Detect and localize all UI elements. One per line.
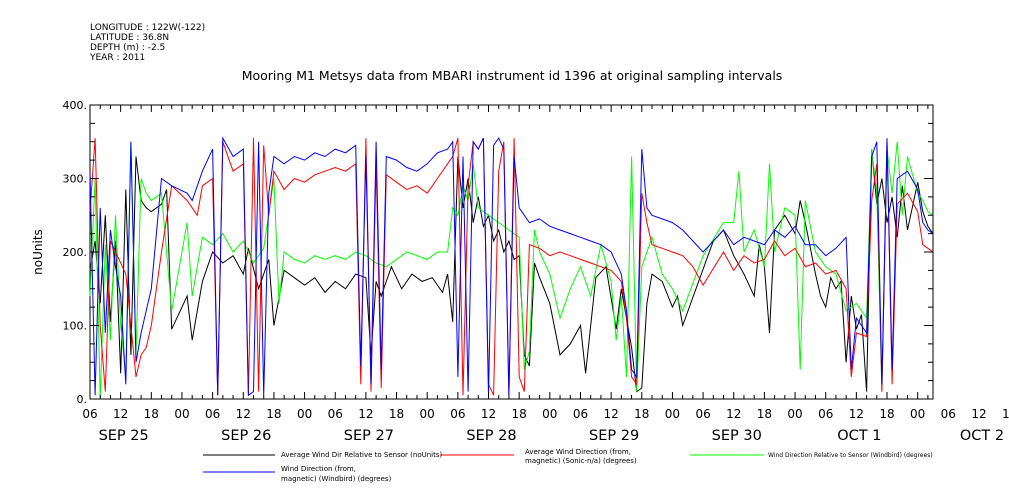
x-tick-label: 18 bbox=[266, 407, 281, 421]
x-tick-label: 06 bbox=[82, 407, 97, 421]
y-tick-label: 400. bbox=[63, 99, 88, 112]
y-tick-label: 300. bbox=[63, 173, 88, 186]
meta-year: YEAR : 2011 bbox=[89, 53, 145, 63]
y-tick-label: 0. bbox=[77, 393, 88, 406]
series-line-3 bbox=[89, 136, 934, 397]
x-tick-label: 12 bbox=[726, 407, 741, 421]
meta-depth: DEPTH (m) : -2.5 bbox=[90, 43, 165, 53]
x-tick-label: 12 bbox=[971, 407, 986, 421]
x-tick-label: 12 bbox=[358, 407, 373, 421]
x-day-label: SEP 25 bbox=[99, 428, 149, 444]
axis-layer: 0. 100. 200. 300. 400. 06 12 18 00 06 12 18 00 06 12 18… bbox=[63, 99, 1009, 444]
x-tick-label: 06 bbox=[573, 407, 588, 421]
legend: Average Wind Dir Relative to Sensor (noU… bbox=[203, 448, 933, 483]
legend-label-green: Wind Direction Relative to Sensor (Windb… bbox=[768, 452, 933, 459]
x-tick-label: 18 bbox=[512, 407, 527, 421]
y-tick-label: 100. bbox=[63, 320, 88, 333]
series-layer bbox=[89, 136, 934, 400]
x-day-label: OCT 1 bbox=[837, 428, 881, 444]
y-tick-label: 200. bbox=[63, 246, 88, 259]
legend-label-red-1: Average Wind Direction (from, bbox=[525, 448, 631, 456]
x-day-label: SEP 29 bbox=[589, 428, 639, 444]
legend-label-blue-1: Wind Direction (from, bbox=[281, 465, 356, 473]
x-tick-label: 18 bbox=[389, 407, 404, 421]
x-tick-label: 12 bbox=[849, 407, 864, 421]
meta-latitude: LATITUDE : 36.8N bbox=[90, 33, 169, 43]
x-day-label: SEP 27 bbox=[344, 428, 394, 444]
x-tick-label: 12 bbox=[603, 407, 618, 421]
x-day-label: SEP 28 bbox=[466, 428, 516, 444]
y-axis-label: noUnits bbox=[31, 229, 45, 275]
x-tick-label: 06 bbox=[450, 407, 465, 421]
x-tick-label: 00 bbox=[665, 407, 680, 421]
x-tick-label: 12 bbox=[236, 407, 251, 421]
x-tick-label: 12 bbox=[481, 407, 496, 421]
series-line-2 bbox=[89, 141, 934, 400]
x-tick-label: 00 bbox=[174, 407, 189, 421]
x-tick-label: 06 bbox=[818, 407, 833, 421]
x-day-label: SEP 30 bbox=[712, 428, 762, 444]
x-tick-label: 18 bbox=[144, 407, 159, 421]
x-tick-label: 18 bbox=[757, 407, 772, 421]
chart-title: Mooring M1 Metsys data from MBARI instru… bbox=[242, 68, 783, 83]
x-tick-label: 18 bbox=[634, 407, 649, 421]
x-tick-label: 00 bbox=[420, 407, 435, 421]
metadata-block: LONGITUDE : 122W(-122) LATITUDE : 36.8N … bbox=[89, 23, 205, 63]
x-tick-label: 00 bbox=[910, 407, 925, 421]
x-tick-label: 00 bbox=[297, 407, 312, 421]
x-day-label: SEP 26 bbox=[221, 428, 271, 444]
legend-label-red-2: magnetic) (Sonic-n/a) (degrees) bbox=[525, 457, 637, 465]
meta-longitude: LONGITUDE : 122W(-122) bbox=[90, 23, 205, 33]
x-tick-label: 12 bbox=[113, 407, 128, 421]
x-tick-label: 18 bbox=[1002, 407, 1009, 421]
x-tick-label: 06 bbox=[941, 407, 956, 421]
x-tick-label: 00 bbox=[542, 407, 557, 421]
legend-label-blue-2: magnetic) (Windbird) (degrees) bbox=[281, 475, 392, 483]
x-tick-label: 06 bbox=[695, 407, 710, 421]
x-day-label: OCT 2 bbox=[960, 428, 1004, 444]
x-tick-label: 18 bbox=[879, 407, 894, 421]
legend-label-black: Average Wind Dir Relative to Sensor (noU… bbox=[281, 451, 442, 459]
x-tick-label: 06 bbox=[328, 407, 343, 421]
x-tick-label: 00 bbox=[787, 407, 802, 421]
x-tick-label: 06 bbox=[205, 407, 220, 421]
